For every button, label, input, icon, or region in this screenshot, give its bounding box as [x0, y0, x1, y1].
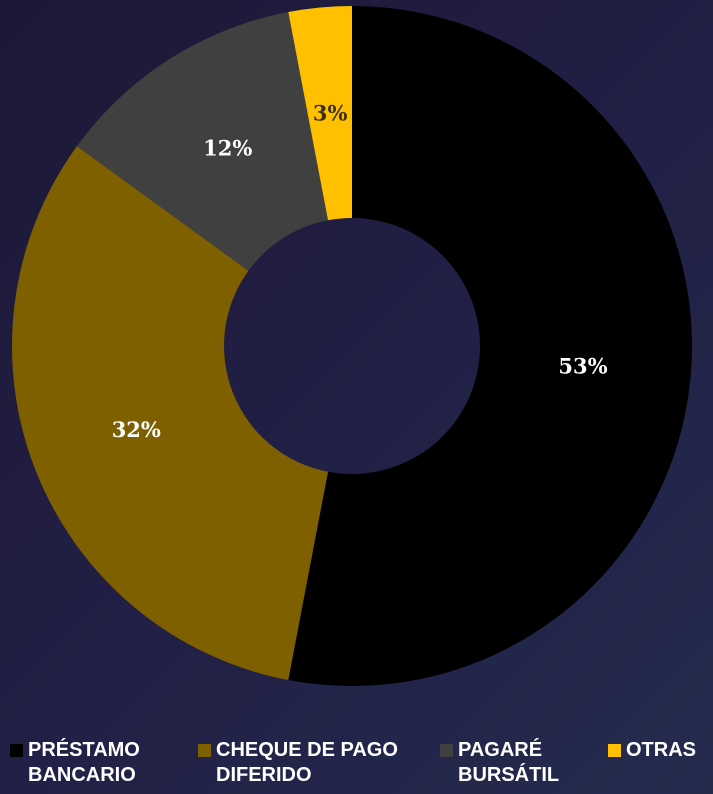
legend-swatch [10, 744, 23, 757]
data-label: 12% [203, 136, 252, 161]
legend-label: PRÉSTAMO BANCARIO [28, 739, 140, 786]
chart: 53% 32% 12% 3% [11, 6, 692, 686]
data-label: 3% [313, 101, 348, 126]
legend-item: PRÉSTAMO BANCARIO [10, 738, 178, 788]
donut-slice [76, 12, 329, 271]
donut-slice [288, 6, 692, 686]
legend-label: CHEQUE DE PAGO DIFERIDO [216, 739, 398, 786]
legend-label: OTRAS [626, 739, 696, 761]
donut-slice [288, 6, 352, 221]
legend: PRÉSTAMO BANCARIO CHEQUE DE PAGO DIFERIDO… [0, 738, 713, 794]
legend-item: OTRAS [608, 738, 713, 763]
legend-item: PAGARÉ BURSÁTIL [440, 738, 588, 788]
legend-swatch [440, 744, 453, 757]
legend-label: PAGARÉ BURSÁTIL [458, 739, 560, 786]
data-label: 32% [112, 417, 161, 442]
legend-item: CHEQUE DE PAGO DIFERIDO [198, 738, 416, 788]
data-label: 53% [558, 353, 607, 378]
legend-swatch [608, 744, 621, 757]
legend-swatch [198, 744, 211, 757]
donut-slice [11, 146, 329, 680]
